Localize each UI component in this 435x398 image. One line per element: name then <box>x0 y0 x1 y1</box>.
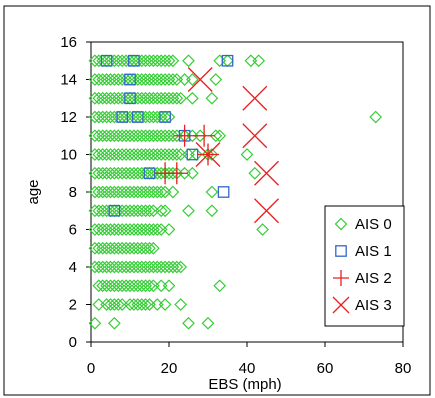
ais-3-point <box>242 123 268 149</box>
ais-0-point <box>186 166 199 180</box>
legend-label-ais-1: AIS 1 <box>355 243 392 260</box>
y-tick-label: 10 <box>60 147 77 164</box>
ais-0-point <box>369 110 383 124</box>
ais-0-point <box>182 54 195 68</box>
y-tick-label: 0 <box>69 334 77 351</box>
ais-3-point <box>187 67 213 92</box>
legend-marker-ais-2 <box>333 270 349 286</box>
legend-label-ais-2: AIS 2 <box>355 270 392 287</box>
ais-0-point <box>162 279 176 293</box>
ais-3-point <box>254 160 279 186</box>
ais-0-point <box>166 185 180 199</box>
ais-0-point <box>209 129 223 143</box>
ais-0-point <box>158 204 172 218</box>
ais-0-point <box>139 298 152 311</box>
ais-0-point <box>182 204 195 218</box>
ais-1-point <box>108 204 121 217</box>
x-tick-label: 0 <box>87 360 95 377</box>
ais-0-point <box>186 73 199 86</box>
ais-0-point <box>143 279 156 293</box>
ais-0-point <box>166 129 180 143</box>
y-tick-label: 12 <box>60 109 77 126</box>
ais-0-point <box>147 241 160 255</box>
y-axis-title: age <box>25 179 42 204</box>
legend-marker-ais-1 <box>335 245 347 257</box>
ais-1-point <box>100 54 113 67</box>
ais-0-point <box>111 298 125 311</box>
ais-0-point <box>150 223 164 236</box>
ais-0-point <box>166 73 180 86</box>
ais-1-point <box>221 54 234 67</box>
ais-0-point <box>174 91 188 105</box>
y-tick-label: 14 <box>60 72 77 89</box>
ais-2-point <box>193 124 216 147</box>
ais-1-point <box>217 186 230 198</box>
data-points <box>88 54 383 330</box>
ais-3-point <box>242 85 268 111</box>
legend-marker-ais-0 <box>334 217 348 231</box>
ais-3-point <box>195 142 221 167</box>
ais-1-point <box>159 111 171 123</box>
ais-1-point <box>131 111 144 123</box>
legend-label-ais-0: AIS 0 <box>355 216 392 233</box>
x-tick-label: 80 <box>395 360 412 377</box>
x-tick-label: 20 <box>161 360 178 377</box>
ais-0-point <box>108 316 121 330</box>
ais-0-point <box>213 279 227 293</box>
ais-0-point <box>252 54 266 68</box>
ais-0-point <box>174 298 188 311</box>
ais-2-point <box>173 124 196 147</box>
ais-1-point <box>128 54 140 67</box>
ais-2-point <box>165 162 188 185</box>
y-tick-label: 16 <box>60 34 77 51</box>
y-tick-label: 8 <box>69 184 77 201</box>
ais-0-point <box>154 185 168 199</box>
x-axis-title: EBS (mph) <box>208 376 281 393</box>
ais-0-point <box>143 204 156 218</box>
y-tick-label: 4 <box>69 259 77 276</box>
ais-3-point <box>254 198 279 224</box>
x-tick-label: 60 <box>317 360 334 377</box>
ais-0-point <box>182 316 195 330</box>
ais-0-point <box>154 204 168 218</box>
chart-area-border <box>3 5 431 396</box>
ais-0-point <box>143 241 156 255</box>
ais-0-point <box>170 260 184 274</box>
ais-0-point <box>170 148 184 161</box>
y-axis-ticks: 0 2 4 6 8 10 12 14 16 <box>60 34 91 351</box>
y-tick-label: 2 <box>69 297 77 314</box>
ais-0-point <box>158 298 172 311</box>
ais-1-point <box>124 73 136 86</box>
legend: AIS 0 AIS 1 AIS 2 AIS 3 <box>324 205 405 327</box>
ais-0-point <box>201 316 215 330</box>
ais-0-point <box>162 54 176 68</box>
ais-0-point <box>205 204 219 218</box>
ais-0-point <box>166 54 180 68</box>
y-tick-label: 6 <box>69 222 77 239</box>
ais-0-point <box>186 91 199 105</box>
ais-0-point <box>205 91 219 105</box>
ais-0-point <box>248 166 262 180</box>
ais-1-point <box>124 92 136 105</box>
ais-0-point <box>256 223 269 236</box>
plot-frame <box>90 41 404 343</box>
legend-label-ais-3: AIS 3 <box>355 297 392 314</box>
ais-0-point <box>170 91 184 105</box>
legend-marker-ais-3 <box>332 296 350 314</box>
x-axis-ticks: 0 20 40 60 80 <box>87 342 412 377</box>
ais-0-point <box>209 73 223 86</box>
ais-1-point <box>116 111 129 123</box>
x-tick-label: 40 <box>239 360 256 377</box>
ais-0-point <box>162 223 176 236</box>
ais-0-point <box>213 129 227 143</box>
ais-0-point <box>240 148 254 161</box>
ais-0-point <box>88 316 102 330</box>
ais-0-point <box>174 260 188 274</box>
ais-0-point <box>205 185 219 199</box>
